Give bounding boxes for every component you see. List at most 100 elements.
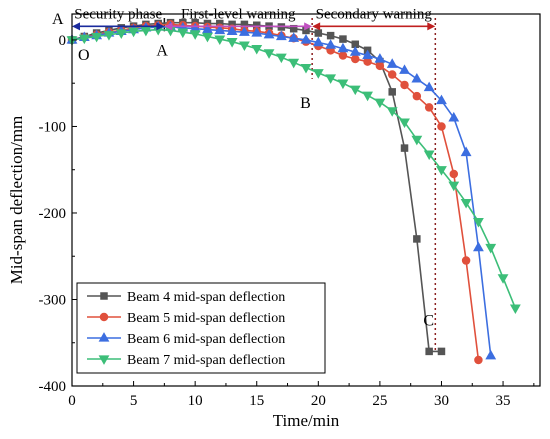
data-point-triangle-up	[362, 49, 373, 60]
data-point-triangle-down	[423, 150, 435, 161]
data-point-triangle-up	[423, 81, 435, 92]
data-point-triangle-down	[128, 27, 139, 38]
data-point-triangle-up	[460, 146, 472, 157]
point-labels: A O A B C	[52, 11, 434, 329]
point-label-c: C	[423, 312, 434, 329]
x-tick-label: 10	[188, 393, 203, 409]
data-point-triangle-down	[473, 217, 484, 228]
data-point-triangle-down	[275, 53, 287, 64]
data-point-triangle-up	[288, 32, 300, 42]
point-label-o: O	[78, 47, 90, 64]
y-tick-label: 0	[59, 33, 67, 49]
phase-arrow-head-left	[164, 22, 173, 31]
x-tick-label: 15	[249, 393, 264, 409]
y-axis-label: Mid-span deflection/mm	[7, 116, 26, 285]
data-point-triangle-up	[202, 23, 213, 34]
series-line	[71, 28, 517, 309]
legend-item-2: Beam 5 mid-span deflection	[87, 311, 285, 326]
data-point-circle	[400, 80, 409, 90]
series-layer	[66, 18, 521, 365]
data-point-triangle-down	[263, 49, 275, 59]
data-point-square	[400, 144, 409, 152]
data-point-triangle-down	[325, 74, 337, 84]
data-point-triangle-down	[386, 107, 398, 117]
data-point-triangle-up	[386, 58, 398, 68]
legend-item-1: Beam 4 mid-span deflection	[87, 290, 285, 305]
data-point-triangle-up	[263, 28, 275, 39]
data-point-triangle-down	[78, 34, 90, 45]
data-point-square	[339, 35, 347, 43]
data-point-square	[326, 31, 335, 40]
data-point-triangle-up	[436, 94, 447, 105]
x-tick-label: 25	[372, 393, 387, 409]
data-point-triangle-down	[226, 38, 238, 48]
data-point-square	[425, 347, 433, 356]
phase-arrow-head-left	[72, 22, 80, 31]
axes: 0 5 10 15 20 25 30 35 0 -100 -200 -300 -400 Time/min M…	[7, 13, 541, 430]
data-point-triangle-down	[436, 166, 447, 176]
data-point-triangle-down	[497, 274, 509, 284]
data-point-triangle-down	[239, 41, 250, 52]
legend: Beam 4 mid-span deflection Beam 5 mid-spa…	[76, 282, 326, 374]
data-point-square	[388, 88, 396, 96]
data-point-triangle-up	[399, 64, 410, 74]
data-point-square	[437, 347, 446, 356]
data-point-circle	[99, 312, 109, 322]
data-point-triangle-down	[177, 28, 189, 39]
data-point-circle	[351, 54, 360, 64]
y-tick-label: -300	[39, 292, 67, 308]
data-point-triangle-down	[411, 135, 423, 146]
x-axis-label: Time/min	[273, 411, 340, 430]
data-point-triangle-down	[115, 29, 127, 39]
data-point-triangle-up	[251, 27, 263, 37]
data-point-triangle-down	[288, 58, 300, 69]
legend-label: Beam 4 mid-span deflection	[127, 290, 285, 305]
data-point-triangle-up	[374, 53, 386, 63]
data-point-triangle-down	[91, 32, 103, 43]
data-point-triangle-up	[411, 72, 423, 83]
data-point-triangle-down	[300, 63, 312, 74]
data-point-triangle-down	[251, 44, 263, 55]
data-point-triangle-up	[239, 26, 250, 36]
data-point-square	[100, 292, 108, 300]
phase-arrow-head-left	[312, 22, 321, 31]
y-tick-label: -100	[39, 119, 67, 135]
data-point-triangle-down	[374, 98, 386, 109]
legend-label: Beam 5 mid-span deflection	[127, 311, 285, 326]
legend-item-3: Beam 6 mid-span deflection	[87, 332, 285, 347]
data-point-triangle-up	[300, 34, 312, 44]
data-point-circle	[412, 91, 422, 101]
data-point-triangle-down	[485, 243, 497, 254]
data-point-circle	[387, 70, 397, 79]
data-point-circle	[338, 51, 348, 60]
data-point-triangle-down	[448, 181, 460, 192]
data-point-circle	[449, 169, 459, 179]
data-point-circle	[375, 61, 385, 71]
data-point-triangle-up	[448, 111, 460, 122]
data-point-triangle-up	[349, 46, 361, 56]
x-tick-label: 0	[68, 393, 76, 409]
data-point-square	[413, 235, 421, 243]
legend-box	[76, 282, 326, 374]
data-point-triangle-down	[98, 355, 110, 365]
data-point-triangle-up	[473, 241, 484, 252]
data-point-triangle-up	[214, 24, 226, 35]
data-point-triangle-down	[189, 30, 201, 40]
data-point-square	[314, 29, 323, 37]
data-point-circle	[461, 256, 471, 265]
plot-frame	[71, 13, 541, 387]
phase-3: Secondary warning	[312, 6, 436, 31]
phase-arrow-head-right	[427, 22, 436, 31]
data-point-square	[289, 24, 298, 33]
data-point-triangle-down	[312, 69, 324, 79]
point-label-a: A	[52, 11, 64, 28]
data-point-circle	[437, 122, 446, 131]
data-point-triangle-down	[509, 304, 521, 315]
data-point-triangle-up	[226, 25, 238, 35]
data-point-circle	[424, 103, 434, 112]
data-point-triangle-up	[337, 42, 349, 53]
data-point-triangle-up	[275, 30, 287, 41]
phase-arrow-head-right	[156, 22, 165, 31]
phase-arrow-head-right	[304, 22, 313, 31]
